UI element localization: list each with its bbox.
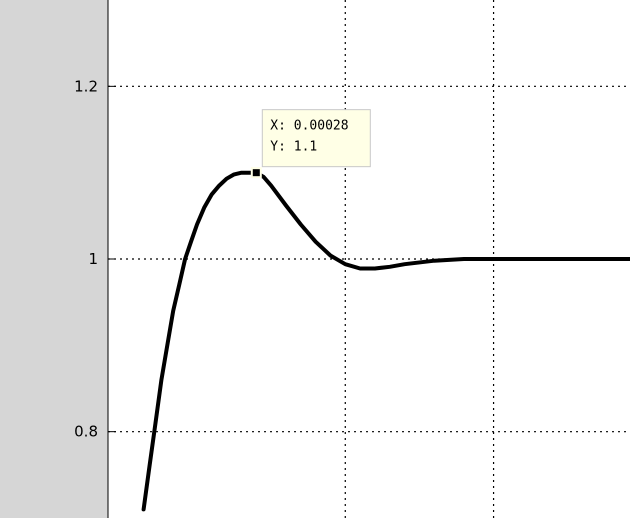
- datatip-y-label: Y: 1.1: [270, 140, 317, 155]
- datatip[interactable]: X: 0.00028 Y: 1.1: [250, 109, 371, 179]
- y-tick-label-1: 1: [88, 250, 98, 268]
- y-axis-ticks: 0.8 1 1.2: [74, 77, 116, 441]
- datatip-x-label: X: 0.00028: [270, 119, 348, 134]
- datatip-marker[interactable]: [250, 167, 262, 179]
- y-tick-label-0: 0.8: [74, 423, 98, 441]
- datatip-box: [261, 109, 371, 168]
- y-tick-label-2: 1.2: [74, 77, 98, 95]
